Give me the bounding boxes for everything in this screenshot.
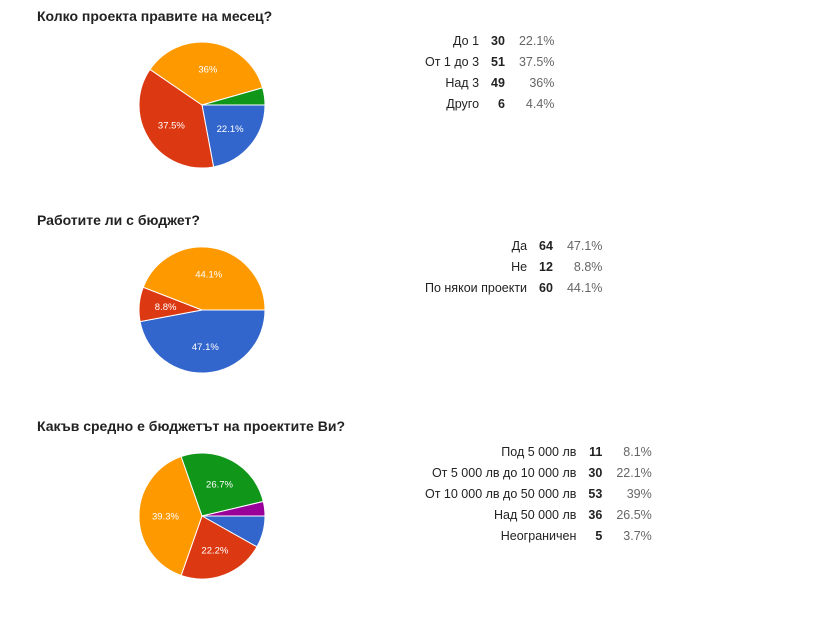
summary-table: До 1 30 22.1% От 1 до 3 51 37.5% Над 3 49 36% Дру… <box>425 30 554 114</box>
option-count: 30 <box>588 465 603 480</box>
pie-chart: 22.1% 37.5% 36% <box>138 41 266 169</box>
option-label: Над 3 <box>445 75 480 90</box>
option-percent: 39% <box>626 486 652 501</box>
summary-row: Под 5 000 лв 11 8.1% <box>425 441 652 462</box>
option-count: 53 <box>588 486 603 501</box>
option-count: 60 <box>539 280 553 295</box>
slice-label: 36% <box>198 64 218 75</box>
option-percent: 8.1% <box>623 444 652 459</box>
summary-row: От 10 000 лв до 50 000 лв 53 39% <box>425 483 652 504</box>
slice-label: 44.1% <box>195 270 222 281</box>
summary-row: От 1 до 3 51 37.5% <box>425 51 554 72</box>
summary-row: Друго 6 4.4% <box>425 93 554 114</box>
summary-row: Да 64 47.1% <box>425 235 603 256</box>
pie-slice <box>201 104 266 168</box>
pie-slice <box>149 41 264 106</box>
option-label: Да <box>511 238 528 253</box>
option-label: От 5 000 лв до 10 000 лв <box>431 465 577 480</box>
option-count: 49 <box>491 75 505 90</box>
pie-slice <box>142 246 266 311</box>
summary-row: Над 3 49 36% <box>425 72 554 93</box>
slice-label: 22.2% <box>201 546 228 557</box>
option-count: 36 <box>588 507 603 522</box>
option-percent: 4.4% <box>525 96 555 111</box>
slice-label: 26.7% <box>206 479 233 490</box>
slice-label: 47.1% <box>192 342 219 353</box>
summary-table: Да 64 47.1% Не 12 8.8% По някои проекти 60 44.1% <box>425 235 602 298</box>
option-count: 11 <box>589 444 603 459</box>
summary-row: По някои проекти 60 44.1% <box>425 277 602 298</box>
option-percent: 44.1% <box>566 280 603 295</box>
option-count: 5 <box>595 528 603 543</box>
option-label: От 10 000 лв до 50 000 лв <box>425 486 577 501</box>
pie-slice <box>138 68 215 169</box>
option-count: 64 <box>539 238 553 253</box>
option-count: 6 <box>497 96 505 111</box>
pie-chart: 22.2% 39.3% 26.7% <box>138 452 266 580</box>
option-percent: 47.1% <box>566 238 603 253</box>
pie-slice <box>201 500 266 517</box>
option-count: 12 <box>539 259 553 274</box>
summary-table: Под 5 000 лв 11 8.1% От 5 000 лв до 10 000 … <box>425 441 652 546</box>
option-label: Под 5 000 лв <box>501 444 577 459</box>
summary-row: До 1 30 22.1% <box>425 30 554 51</box>
option-label: По някои проекти <box>425 280 528 295</box>
pie-slice <box>201 87 266 106</box>
summary-row: Над 50 000 лв 36 26.5% <box>425 504 652 525</box>
summary-row: Неограничен 5 3.7% <box>425 525 652 546</box>
option-percent: 8.8% <box>573 259 603 274</box>
option-percent: 37.5% <box>518 54 555 69</box>
option-label: Не <box>511 259 528 274</box>
summary-row: От 5 000 лв до 10 000 лв 30 22.1% <box>425 462 652 483</box>
pie-chart: 47.1% 8.8% 44.1% <box>138 246 266 374</box>
slice-label: 37.5% <box>158 120 185 131</box>
slice-label: 39.3% <box>152 512 179 523</box>
pie-slice <box>180 515 258 580</box>
option-count: 30 <box>491 33 505 48</box>
option-percent: 26.5% <box>616 507 652 522</box>
summary-row: Не 12 8.8% <box>425 256 602 277</box>
option-label: Над 50 000 лв <box>494 507 577 522</box>
option-label: Неограничен <box>500 528 577 543</box>
pie-slice <box>180 452 264 517</box>
option-percent: 22.1% <box>616 465 652 480</box>
pie-slice <box>139 309 266 374</box>
option-percent: 3.7% <box>623 528 652 543</box>
question-title: Колко проекта правите на месец? <box>37 8 273 24</box>
option-percent: 22.1% <box>518 33 555 48</box>
option-label: От 1 до 3 <box>425 54 480 69</box>
option-count: 51 <box>491 54 505 69</box>
option-percent: 36% <box>529 75 555 90</box>
option-label: Друго <box>446 96 480 111</box>
pie-slice <box>138 455 203 577</box>
slice-label: 8.8% <box>155 302 177 313</box>
option-label: До 1 <box>453 33 480 48</box>
question-title: Какъв средно е бюджетът на проектите Ви? <box>37 418 345 434</box>
slice-label: 22.1% <box>217 124 244 135</box>
question-title: Работите ли с бюджет? <box>37 212 200 228</box>
